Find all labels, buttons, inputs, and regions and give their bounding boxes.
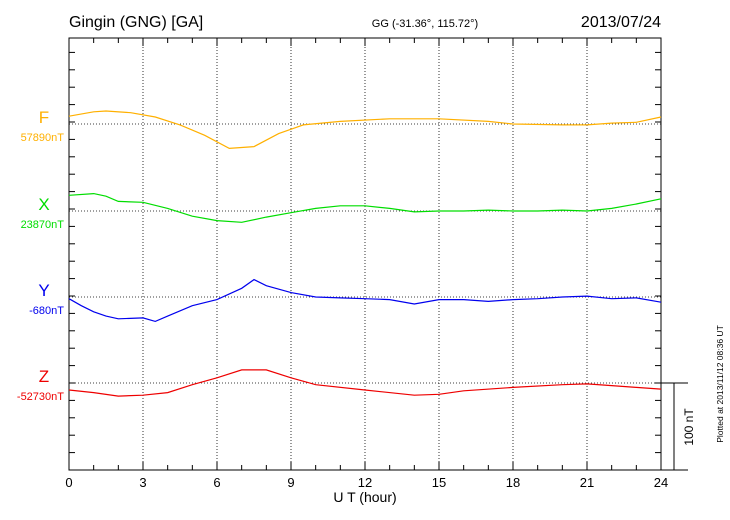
series-line-x — [68, 192, 662, 223]
series-baseline-x: 23870nT — [21, 219, 65, 231]
x-tick-label: 24 — [654, 475, 668, 490]
series-name-f: F — [39, 108, 49, 127]
series-labels: F 57890nT X 23870nT Y -680nT Z -52730nT — [17, 108, 64, 403]
series-line-z — [68, 369, 662, 397]
series-name-z: Z — [39, 367, 49, 386]
grid — [69, 38, 661, 470]
station-coords: GG (-31.36°, 115.72°) — [372, 18, 478, 30]
scale-bar-label: 100 nT — [682, 408, 696, 446]
series-baseline-f: 57890nT — [21, 132, 65, 144]
series-baseline-y: -680nT — [29, 305, 64, 317]
series-line-f — [68, 110, 662, 150]
x-tick-label: 21 — [580, 475, 594, 490]
plotted-at-label: Plotted at 2013/11/12 08:36 UT — [715, 325, 725, 443]
x-tick-label: 9 — [287, 475, 294, 490]
x-tick-label: 3 — [139, 475, 146, 490]
axis-ticks: 0 3 6 9 12 15 18 21 24 — [65, 38, 668, 490]
date-label: 2013/07/24 — [581, 14, 661, 31]
series-group — [68, 110, 662, 397]
x-tick-label: 15 — [432, 475, 446, 490]
station-title: Gingin (GNG) [GA] — [69, 14, 203, 31]
x-tick-label: 0 — [65, 475, 72, 490]
series-line-y — [68, 278, 662, 323]
series-name-x: X — [38, 195, 49, 214]
x-axis-label: U T (hour) — [333, 489, 396, 505]
series-name-y: Y — [38, 281, 49, 300]
x-tick-label: 6 — [213, 475, 220, 490]
x-tick-label: 18 — [506, 475, 520, 490]
scale-bar: 100 nT — [661, 382, 696, 471]
series-baseline-z: -52730nT — [17, 391, 64, 403]
x-tick-label: 12 — [358, 475, 372, 490]
